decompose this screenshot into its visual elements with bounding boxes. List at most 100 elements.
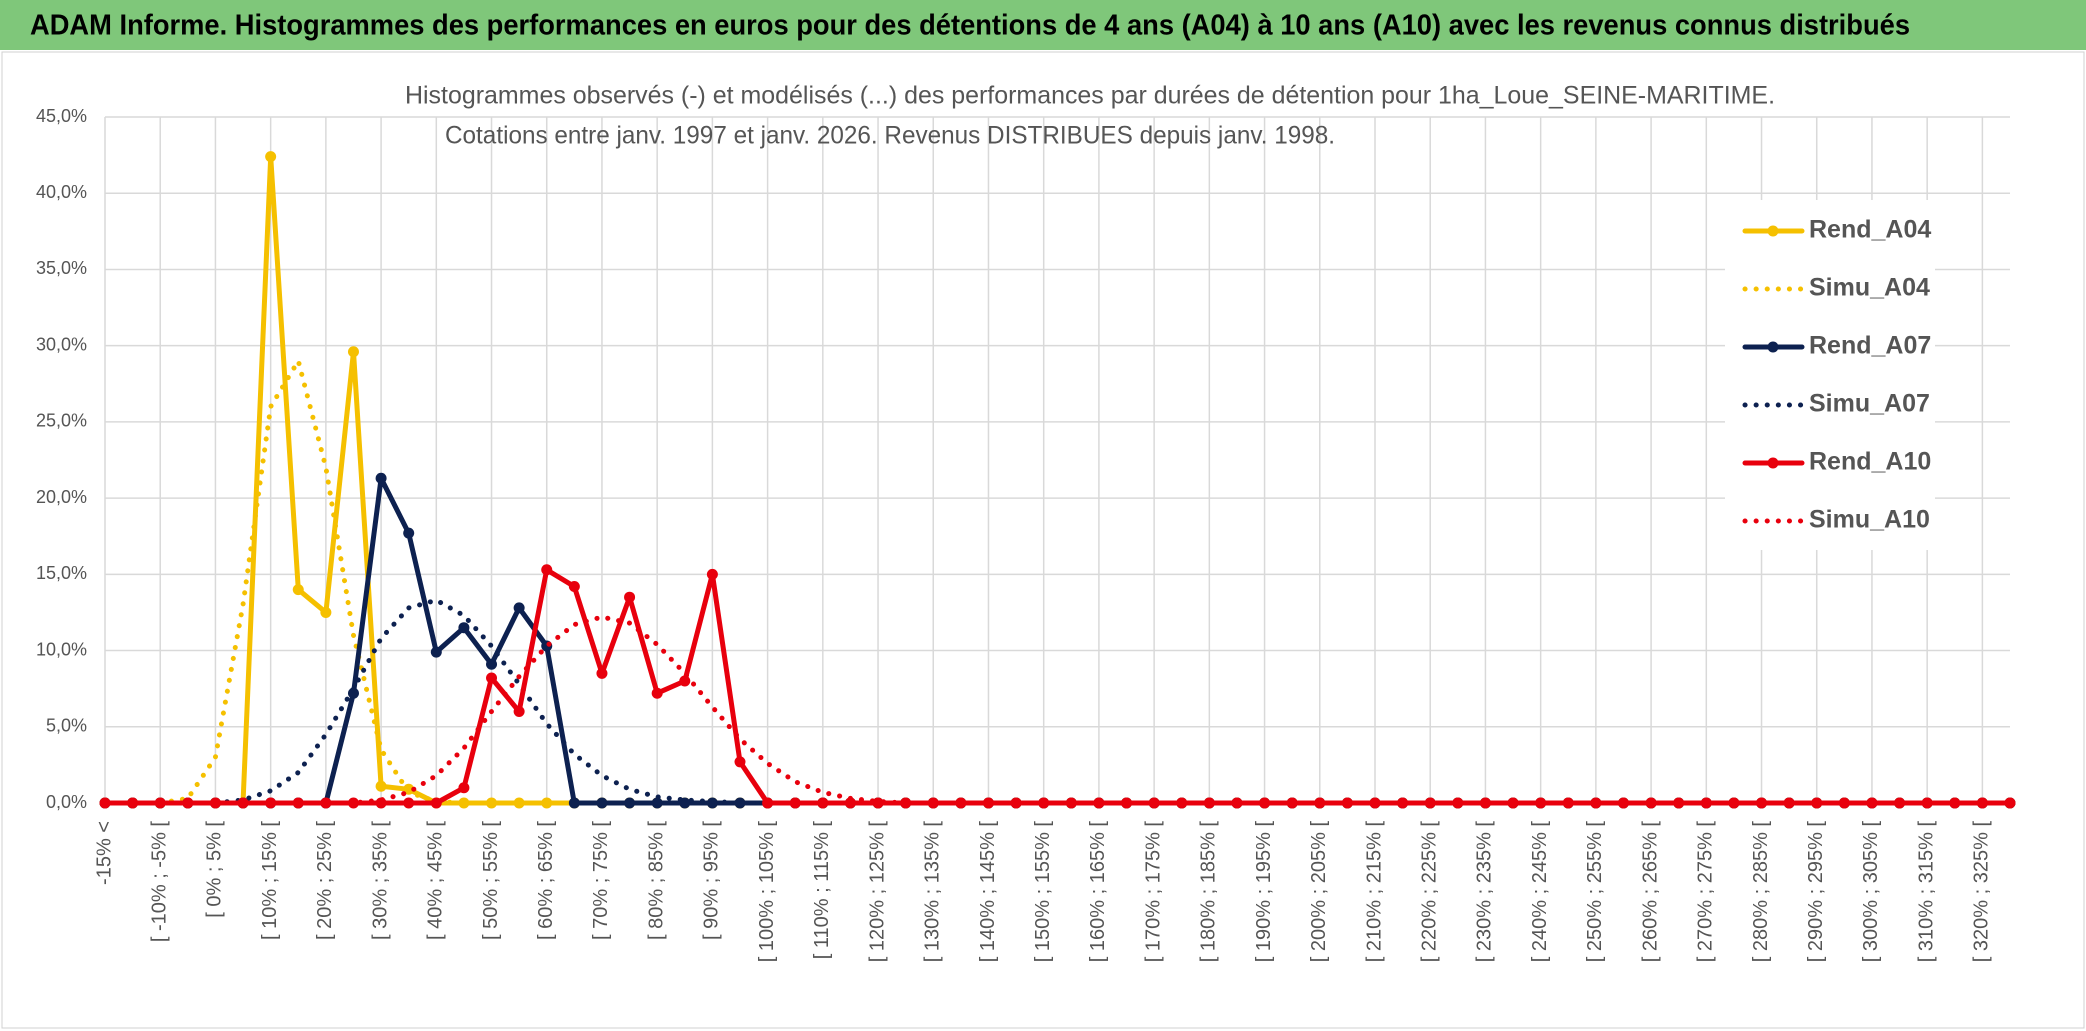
x-tick-label: [ 150% ; 155% [ <box>1032 821 1054 963</box>
series-marker <box>1617 797 1629 809</box>
series-marker <box>486 797 498 809</box>
series-marker <box>458 797 470 809</box>
series-marker <box>1369 797 1381 809</box>
series-marker <box>1562 797 1574 809</box>
y-tick-label: 40,0% <box>36 182 87 202</box>
series-marker <box>596 667 608 679</box>
series-marker <box>430 646 442 658</box>
x-tick-label: [ 190% ; 195% [ <box>1253 821 1275 963</box>
series-marker <box>679 675 691 687</box>
series-marker <box>541 797 553 809</box>
series-marker <box>430 797 442 809</box>
series-marker <box>1093 797 1105 809</box>
series-marker <box>375 472 387 484</box>
x-tick-label: [ 200% ; 205% [ <box>1308 821 1330 963</box>
series-marker <box>1424 797 1436 809</box>
series-marker <box>1038 797 1050 809</box>
series-marker <box>734 756 746 768</box>
x-tick-label: [ -10% ; -5% [ <box>148 821 170 943</box>
legend-label: Rend_A10 <box>1809 448 1931 476</box>
series-marker <box>347 797 359 809</box>
x-tick-label: [ 180% ; 185% [ <box>1198 821 1220 963</box>
series-marker <box>182 797 194 809</box>
series-marker <box>1259 797 1271 809</box>
series-marker <box>651 687 663 699</box>
series-marker <box>568 797 580 809</box>
series-marker <box>927 797 939 809</box>
series-marker <box>734 797 746 809</box>
header-title: ADAM Informe. Histogrammes des performan… <box>30 10 1910 42</box>
x-tick-label: [ 260% ; 265% [ <box>1639 821 1661 963</box>
series-marker <box>1783 797 1795 809</box>
y-tick-label: 10,0% <box>36 639 87 659</box>
x-tick-label: [ 80% ; 85% [ <box>645 821 667 940</box>
x-tick-label: [ 230% ; 235% [ <box>1474 821 1496 963</box>
header-bar <box>0 0 2086 50</box>
y-tick-label: 30,0% <box>36 334 87 354</box>
y-tick-label: 15,0% <box>36 563 87 583</box>
series-marker <box>265 151 277 163</box>
legend-marker <box>1767 341 1779 353</box>
y-tick-label: 25,0% <box>36 411 87 431</box>
series-marker <box>320 606 332 618</box>
series-marker <box>789 797 801 809</box>
x-tick-label: [ 90% ; 95% [ <box>701 821 723 940</box>
legend-label: Simu_A07 <box>1809 390 1930 418</box>
chart-title: Histogrammes observés (-) et modélisés (… <box>405 82 1775 110</box>
series-marker <box>1148 797 1160 809</box>
series-marker <box>513 706 525 718</box>
series-marker <box>1203 797 1215 809</box>
series-marker <box>596 797 608 809</box>
x-tick-label: -15% < <box>93 821 115 885</box>
series-marker <box>127 797 139 809</box>
series-marker <box>237 797 249 809</box>
legend-label: Rend_A04 <box>1809 216 1931 244</box>
series-marker <box>762 797 774 809</box>
series-marker <box>1314 797 1326 809</box>
x-tick-label: [ 210% ; 215% [ <box>1363 821 1385 963</box>
x-tick-label: [ 250% ; 255% [ <box>1584 821 1606 963</box>
legend-label: Rend_A07 <box>1809 332 1931 360</box>
x-tick-label: [ 240% ; 245% [ <box>1529 821 1551 963</box>
x-tick-label: [ 130% ; 135% [ <box>922 821 944 963</box>
x-tick-label: [ 320% ; 325% [ <box>1971 821 1993 963</box>
title-background <box>445 119 1335 155</box>
x-tick-label: [ 270% ; 275% [ <box>1695 821 1717 963</box>
series-marker <box>1397 797 1409 809</box>
series-marker <box>872 797 884 809</box>
x-tick-label: [ 140% ; 145% [ <box>977 821 999 963</box>
legend-background <box>1725 200 1935 550</box>
y-tick-label: 0,0% <box>46 792 87 812</box>
series-marker <box>817 797 829 809</box>
series-marker <box>403 527 415 539</box>
series-marker <box>1894 797 1906 809</box>
legend-marker <box>1767 225 1779 237</box>
legend-marker <box>1767 457 1779 469</box>
x-tick-label: [ 70% ; 75% [ <box>590 821 612 940</box>
series-line <box>102 614 2013 806</box>
series-marker <box>1838 797 1850 809</box>
series-marker <box>1673 797 1685 809</box>
series-marker <box>541 564 553 576</box>
series-marker <box>624 797 636 809</box>
series-marker <box>2004 797 2016 809</box>
series-marker <box>1949 797 1961 809</box>
x-tick-label: [ 120% ; 125% [ <box>866 821 888 963</box>
x-tick-label: [ 310% ; 315% [ <box>1915 821 1937 963</box>
title-background <box>205 80 1575 116</box>
x-tick-label: [ 220% ; 225% [ <box>1418 821 1440 963</box>
y-tick-label: 35,0% <box>36 258 87 278</box>
x-tick-label: [ 290% ; 295% [ <box>1805 821 1827 963</box>
x-tick-label: [ 40% ; 45% [ <box>425 821 447 940</box>
x-tick-label: [ 110% ; 115% [ <box>811 821 833 960</box>
series-marker <box>347 346 359 358</box>
x-tick-label: [ 170% ; 175% [ <box>1142 821 1164 963</box>
x-tick-label: [ 10% ; 15% [ <box>259 821 281 940</box>
series-marker <box>458 622 470 634</box>
series-marker <box>568 581 580 593</box>
x-tick-label: [ 50% ; 55% [ <box>480 821 502 940</box>
x-tick-label: [ 280% ; 285% [ <box>1750 821 1772 963</box>
series-marker <box>375 780 387 792</box>
series-marker <box>844 797 856 809</box>
